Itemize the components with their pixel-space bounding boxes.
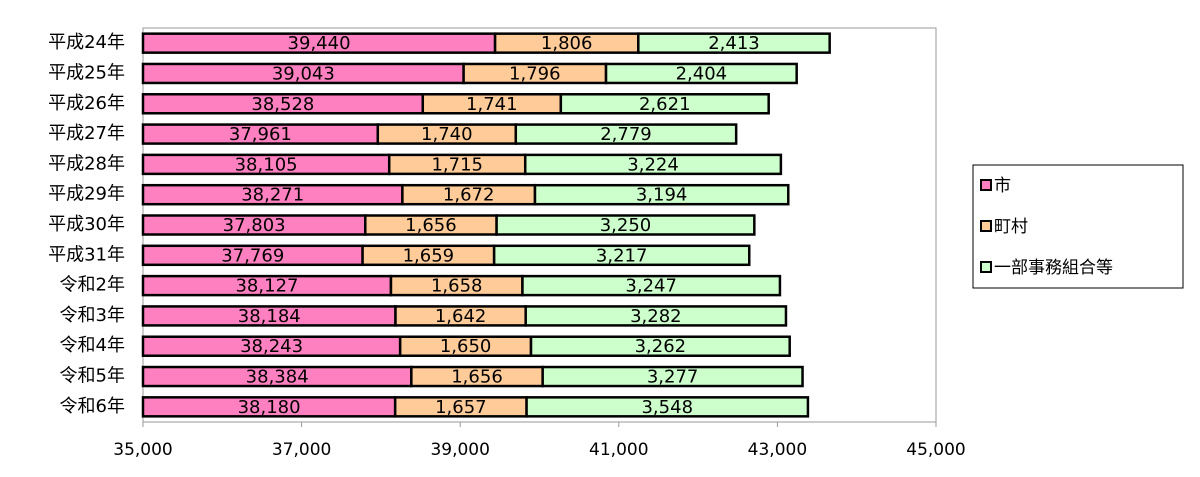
bar-segment: [529, 335, 791, 357]
legend-box: [972, 164, 1184, 289]
bar-segment: [541, 365, 804, 388]
y-tick-label: 平成29年: [48, 184, 125, 205]
data-label: 1,741: [466, 94, 518, 115]
data-label: 38,184: [238, 306, 301, 327]
data-label: 39,440: [288, 33, 351, 54]
data-label: 3,262: [635, 336, 687, 357]
bar-segment: [559, 93, 770, 115]
data-label: 38,243: [240, 336, 303, 357]
data-label: 38,271: [241, 185, 304, 206]
x-tick-label: 43,000: [748, 440, 807, 460]
data-label: 2,621: [639, 94, 691, 115]
data-label: 38,180: [238, 397, 301, 418]
data-label: 3,247: [625, 276, 677, 297]
data-label: 2,404: [676, 63, 728, 84]
bar-segment: [525, 396, 810, 418]
data-label: 1,740: [421, 124, 473, 145]
data-label: 1,656: [451, 367, 503, 388]
bar-segment: [604, 62, 798, 85]
y-tick-label: 平成28年: [48, 153, 125, 174]
data-label: 1,657: [435, 397, 487, 418]
data-label: 38,127: [235, 276, 298, 297]
data-label: 3,224: [627, 154, 679, 175]
legend-marker: [980, 261, 992, 273]
y-tick-label: 平成27年: [48, 123, 125, 144]
y-tick-label: 令和2年: [60, 275, 125, 296]
x-tick-label: 35,000: [113, 440, 172, 460]
y-tick-label: 平成24年: [48, 32, 125, 53]
data-label: 38,384: [246, 367, 309, 388]
y-tick-label: 平成26年: [48, 93, 125, 114]
data-label: 1,656: [405, 215, 457, 236]
legend-marker: [980, 179, 992, 191]
x-tick-label: 41,000: [589, 440, 648, 460]
data-label: 1,796: [509, 63, 561, 84]
data-label: 3,277: [647, 367, 699, 388]
bar-segment: [533, 183, 790, 206]
bar-segment: [637, 32, 831, 54]
data-label: 37,803: [223, 215, 286, 236]
bar-segment: [523, 153, 783, 176]
data-label: 2,779: [600, 124, 652, 145]
bar-segment: [495, 214, 756, 236]
y-tick-label: 令和5年: [60, 366, 125, 387]
y-tick-label: 平成25年: [48, 62, 125, 83]
y-tick-label: 令和3年: [60, 305, 125, 326]
y-tick-label: 平成30年: [48, 214, 125, 235]
data-label: 2,413: [708, 33, 760, 54]
data-label: 3,282: [630, 306, 682, 327]
x-tick-label: 39,000: [430, 440, 489, 460]
data-label: 1,650: [440, 336, 492, 357]
data-label: 39,043: [272, 63, 335, 84]
data-label: 38,105: [235, 154, 298, 175]
data-label: 38,528: [251, 94, 314, 115]
bar-segment: [521, 274, 782, 297]
bar-segment: [524, 305, 788, 327]
data-label: 1,806: [541, 33, 593, 54]
data-label: 1,658: [431, 276, 483, 297]
data-label: 1,659: [403, 245, 455, 266]
legend-label: 一部事務組合等: [994, 258, 1113, 278]
bar-segment: [514, 123, 738, 145]
data-label: 1,672: [443, 185, 495, 206]
legend-label: 町村: [994, 217, 1028, 237]
legend-label: 市: [994, 176, 1011, 196]
data-label: 37,769: [221, 245, 284, 266]
data-label: 3,250: [600, 215, 652, 236]
data-label: 3,548: [641, 397, 693, 418]
data-label: 3,217: [596, 245, 648, 266]
data-label: 1,715: [431, 154, 483, 175]
y-tick-label: 平成31年: [48, 244, 125, 265]
y-tick-label: 令和6年: [60, 396, 125, 417]
data-label: 3,194: [636, 185, 688, 206]
data-label: 1,642: [435, 306, 487, 327]
legend-marker: [980, 220, 992, 232]
data-label: 37,961: [229, 124, 292, 145]
bar-segment: [492, 244, 751, 267]
x-tick-label: 37,000: [272, 440, 331, 460]
y-tick-label: 令和4年: [60, 335, 125, 356]
x-tick-label: 45,000: [906, 440, 965, 460]
